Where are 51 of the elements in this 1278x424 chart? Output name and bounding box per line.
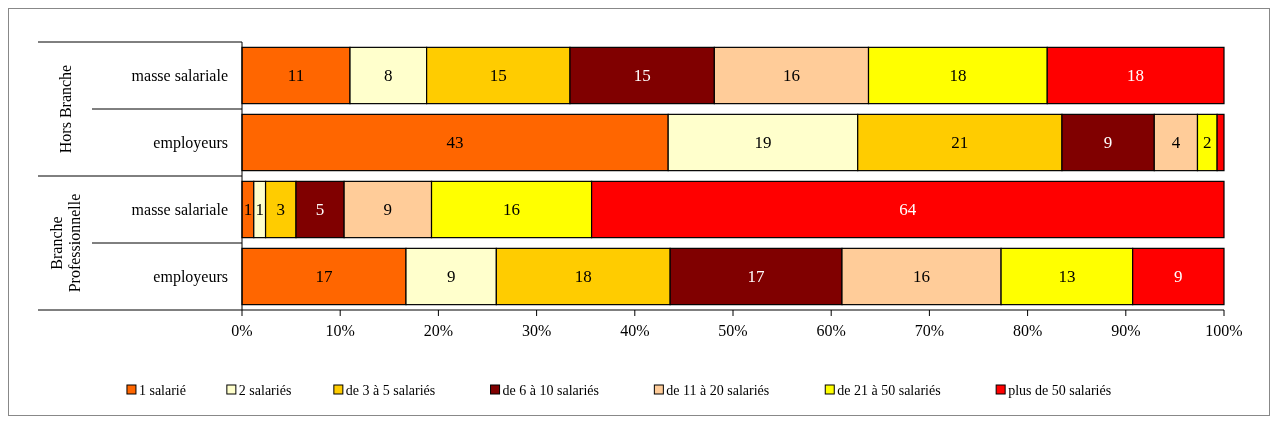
data-label: 21 (951, 133, 969, 153)
x-tick-label: 50% (718, 322, 748, 339)
x-tick-label: 70% (914, 322, 945, 339)
data-label: 1 (255, 200, 264, 220)
data-label: 8 (384, 66, 393, 86)
data-label: 17 (747, 267, 766, 287)
legend-label: de 3 à 5 salariés (345, 382, 436, 398)
data-label: 1 (243, 200, 253, 220)
data-label: 9 (1174, 267, 1183, 287)
legend-label: 2 salariés (238, 382, 292, 398)
data-label: 3 (276, 200, 286, 220)
x-tick-label: 40% (620, 322, 650, 339)
data-label: 11 (287, 66, 305, 86)
y-tick-label: masse salariale (131, 67, 228, 85)
y-tick-label: masse salariale (131, 201, 228, 219)
data-label: 9 (1103, 133, 1113, 153)
data-label: 4 (1171, 133, 1181, 153)
y-tick-label: employeurs (153, 134, 228, 153)
legend-label: plus de 50 salariés (1008, 382, 1112, 398)
x-tick-label: 60% (816, 322, 846, 339)
data-label: 16 (503, 200, 521, 220)
legend-label: 1 salarié (138, 382, 186, 398)
data-label: 2 (1203, 133, 1212, 153)
data-label: 19 (754, 133, 772, 153)
x-tick-label: 100% (1205, 322, 1243, 339)
x-tick-label: 30% (521, 322, 552, 339)
data-label: 13 (1058, 267, 1076, 287)
data-label: 16 (782, 66, 800, 86)
data-label: 9 (446, 267, 456, 287)
x-tick-label: 10% (325, 322, 355, 339)
legend-label: de 11 à 20 salariés (666, 382, 770, 398)
data-label: 43 (446, 133, 464, 153)
data-label: 15 (489, 66, 507, 86)
data-label: 15 (633, 66, 651, 86)
text: Branche Professionnelle (47, 193, 83, 293)
y-tick-label: employeurs (153, 268, 228, 287)
text: Hors Branche (56, 64, 74, 154)
x-tick-label: 80% (1012, 322, 1043, 339)
data-label: 18 (574, 267, 592, 287)
data-label: 5 (315, 200, 325, 220)
data-label: 17 (315, 267, 333, 287)
x-tick-label: 90% (1111, 322, 1141, 339)
legend-label: de 6 à 10 salariés (502, 382, 599, 398)
data-label: 64 (899, 200, 917, 220)
x-tick-label: 20% (423, 322, 454, 339)
data-label: 18 (1127, 66, 1145, 86)
data-label: 9 (383, 200, 393, 220)
legend-label: de 21 à 50 salariés (837, 382, 941, 398)
data-label: 18 (949, 66, 967, 86)
x-tick-label: 0% (231, 322, 253, 339)
data-label: 16 (913, 267, 931, 287)
